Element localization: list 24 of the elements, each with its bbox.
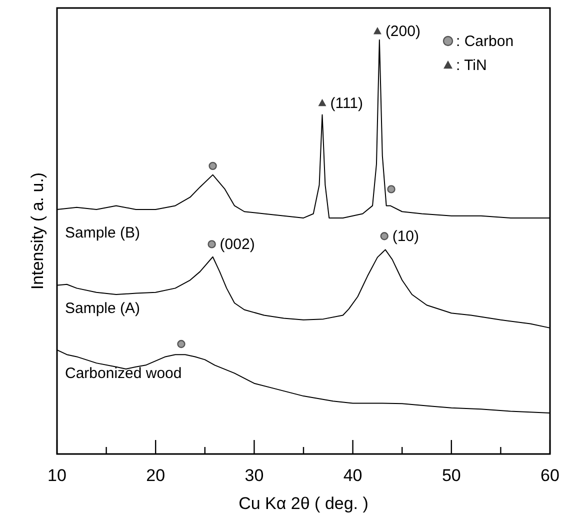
point	[373, 27, 382, 34]
x-axis-title: Cu Kα 2θ ( deg. )	[238, 494, 368, 513]
x-tick-label: 60	[540, 466, 560, 485]
legend-label: : TiN	[456, 57, 487, 74]
x-tick-label: 10	[48, 466, 66, 485]
point	[177, 340, 186, 348]
annotation: (200)	[385, 23, 420, 40]
point	[318, 98, 326, 106]
point	[208, 240, 216, 248]
annotation: (10)	[392, 228, 420, 246]
series-label: Sample (A)	[65, 300, 140, 318]
y-axis-title: Intensity ( a. u.)	[28, 172, 47, 290]
point	[387, 185, 396, 194]
series-label: Carbonized wood	[65, 364, 182, 382]
x-tick-label: 20	[146, 466, 166, 485]
point	[208, 162, 217, 170]
x-tick-label: 30	[244, 466, 264, 485]
annotation: (111)	[330, 94, 364, 112]
x-tick-label: 40	[343, 466, 362, 485]
x-tick-label: 50	[442, 466, 461, 485]
legend-label: : Carbon	[456, 33, 514, 50]
annotation: (002)	[220, 236, 255, 254]
series-label: Sample (B)	[65, 224, 140, 242]
point	[380, 232, 388, 240]
